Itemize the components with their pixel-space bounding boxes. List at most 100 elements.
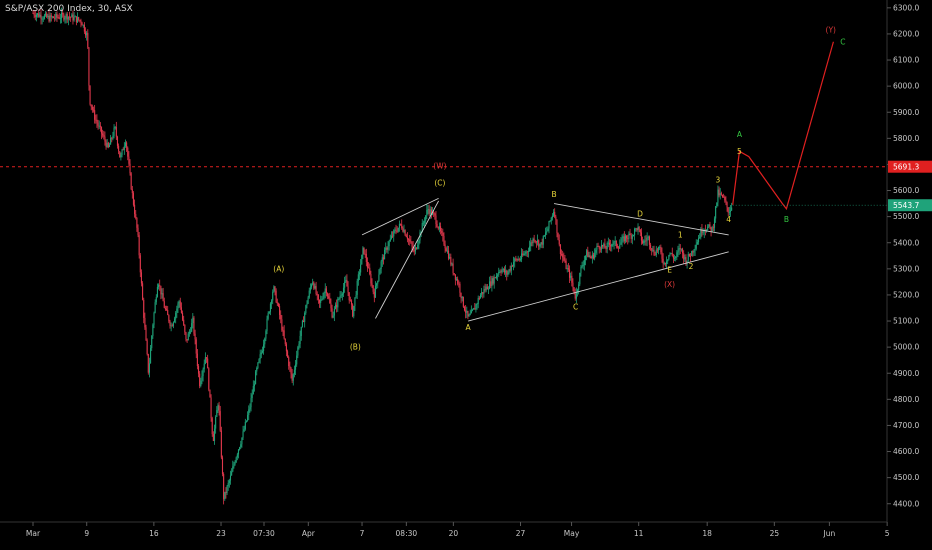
candle-body bbox=[252, 385, 254, 395]
candle-body bbox=[100, 126, 103, 134]
candle-body bbox=[239, 447, 241, 450]
price-axis[interactable]: 4400.0 4500.0 4600.0 4700.0 4800.0 4900.0 5000… bbox=[886, 0, 932, 522]
candle-body bbox=[113, 127, 115, 137]
candle-body bbox=[179, 301, 181, 308]
candle-body bbox=[426, 209, 428, 216]
candle-body bbox=[352, 304, 354, 317]
candle-body bbox=[533, 238, 535, 241]
candle-body bbox=[208, 368, 210, 390]
candle-body bbox=[317, 294, 319, 300]
candle-body bbox=[360, 264, 362, 273]
candle-body bbox=[322, 297, 324, 299]
candle-body bbox=[475, 304, 477, 310]
candle-body bbox=[702, 232, 704, 234]
candle-body bbox=[596, 246, 598, 250]
candle-body bbox=[509, 269, 511, 271]
candle-body bbox=[638, 226, 640, 230]
candle-body bbox=[82, 24, 84, 26]
candle-body bbox=[62, 12, 64, 15]
candle-body bbox=[380, 261, 382, 269]
candle-body bbox=[211, 418, 213, 435]
candle-body bbox=[445, 248, 447, 252]
candle-body bbox=[250, 398, 252, 408]
time-tick-label: 23 bbox=[216, 529, 226, 538]
candle-body bbox=[268, 311, 270, 314]
candle-body bbox=[462, 296, 464, 307]
candle-body bbox=[572, 282, 574, 288]
candle-body bbox=[163, 301, 165, 308]
candle-body bbox=[156, 287, 158, 298]
trendline bbox=[554, 203, 729, 236]
price-tick-label: 5800.0 bbox=[893, 134, 919, 143]
candle-body bbox=[357, 274, 359, 281]
trendline bbox=[468, 251, 729, 322]
candle-body bbox=[565, 260, 567, 269]
candle-body bbox=[288, 357, 290, 367]
candle-body bbox=[646, 237, 648, 241]
candle-body bbox=[449, 256, 451, 259]
trendline bbox=[375, 200, 439, 319]
candle-body bbox=[550, 217, 552, 221]
candle-body bbox=[310, 284, 313, 288]
candle-body bbox=[543, 235, 545, 237]
candle-body bbox=[76, 17, 79, 23]
candle-body bbox=[269, 303, 271, 312]
candle-body bbox=[112, 136, 114, 139]
wave-label: 3 bbox=[716, 176, 721, 185]
candle-body bbox=[86, 32, 88, 36]
candle-body bbox=[731, 207, 733, 211]
candle-body bbox=[511, 265, 514, 267]
candle-body bbox=[154, 302, 156, 313]
candle-body bbox=[664, 262, 666, 264]
candle-body bbox=[312, 282, 314, 285]
candle-body bbox=[152, 324, 154, 336]
candle-body bbox=[535, 241, 537, 243]
wave-label: (A) bbox=[273, 264, 284, 273]
candle-body bbox=[622, 236, 624, 239]
candle-body bbox=[92, 109, 95, 111]
candle-body bbox=[192, 317, 194, 324]
candle-body bbox=[677, 250, 679, 253]
candle-body bbox=[63, 14, 65, 20]
candle-body bbox=[221, 457, 224, 475]
candle-body bbox=[316, 294, 318, 295]
candle-body bbox=[627, 238, 629, 240]
candle-body bbox=[169, 321, 171, 326]
candle-body bbox=[498, 271, 500, 275]
candle-body bbox=[400, 223, 402, 225]
candle-body bbox=[332, 315, 334, 318]
candle-body bbox=[325, 288, 327, 294]
candle-body bbox=[500, 271, 502, 273]
candle-body bbox=[534, 240, 536, 242]
candle-body bbox=[164, 307, 166, 310]
candle-body bbox=[217, 405, 219, 411]
candle-body bbox=[526, 251, 528, 253]
candle-body bbox=[393, 230, 395, 237]
candle-body bbox=[685, 257, 687, 265]
candle-body bbox=[694, 248, 696, 251]
candle-body bbox=[599, 248, 601, 250]
candle-body bbox=[721, 194, 724, 197]
candle-body bbox=[50, 15, 52, 18]
candle-body bbox=[255, 371, 257, 385]
candle-body bbox=[523, 253, 525, 256]
candle-body bbox=[205, 357, 208, 359]
candle-body bbox=[720, 193, 722, 195]
candle-body bbox=[193, 317, 195, 334]
candle-body bbox=[591, 254, 593, 259]
candle-body bbox=[656, 249, 658, 251]
candle-body bbox=[666, 261, 668, 264]
time-axis[interactable]: Mar 9 16 23 07:30 Apr 7 08:30 20 27 May 11 18 25 Jun 5 bbox=[0, 521, 890, 538]
candle-body bbox=[417, 244, 419, 249]
candle-body bbox=[158, 285, 160, 288]
candle-body bbox=[597, 246, 599, 247]
candle-body bbox=[645, 240, 647, 242]
candle-body bbox=[508, 269, 510, 273]
candle-body bbox=[481, 292, 483, 295]
wave-label: (W) bbox=[433, 161, 446, 170]
candle-body bbox=[501, 270, 503, 273]
candle-body bbox=[110, 137, 112, 145]
candle-body bbox=[556, 219, 558, 234]
